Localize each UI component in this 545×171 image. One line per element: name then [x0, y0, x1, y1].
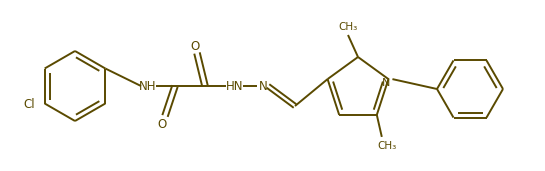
Text: HN: HN [226, 80, 244, 93]
Text: Cl: Cl [23, 97, 35, 110]
Text: CH₃: CH₃ [338, 22, 358, 32]
Text: NH: NH [140, 80, 157, 93]
Text: CH₃: CH₃ [377, 141, 396, 151]
Text: O: O [190, 40, 199, 53]
Text: N: N [382, 78, 391, 88]
Text: N: N [259, 80, 268, 93]
Text: O: O [158, 118, 167, 131]
